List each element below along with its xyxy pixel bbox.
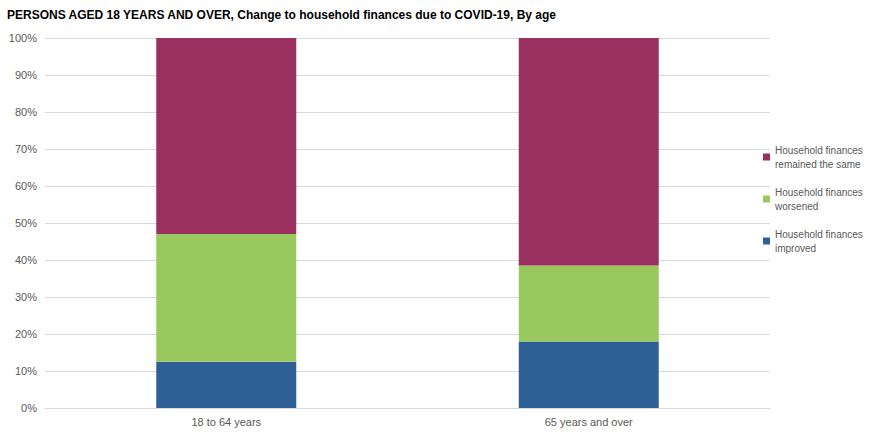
svg-text:60%: 60% bbox=[15, 180, 37, 192]
svg-text:100%: 100% bbox=[9, 32, 37, 44]
svg-text:30%: 30% bbox=[15, 291, 37, 303]
svg-text:0%: 0% bbox=[21, 402, 37, 414]
svg-text:20%: 20% bbox=[15, 328, 37, 340]
svg-text:65 years and over: 65 years and over bbox=[545, 416, 633, 428]
svg-text:Household finances: Household finances bbox=[775, 145, 866, 156]
svg-text:40%: 40% bbox=[15, 254, 37, 266]
svg-text:Household finances: Household finances bbox=[775, 187, 866, 198]
svg-text:70%: 70% bbox=[15, 143, 37, 155]
svg-text:Household finances: Household finances bbox=[775, 229, 866, 240]
svg-text:improved: improved bbox=[775, 243, 816, 254]
svg-text:80%: 80% bbox=[15, 106, 37, 118]
svg-text:worsened: worsened bbox=[774, 201, 818, 212]
svg-text:18 to 64 years: 18 to 64 years bbox=[191, 416, 261, 428]
svg-text:50%: 50% bbox=[15, 217, 37, 229]
svg-text:90%: 90% bbox=[15, 69, 37, 81]
svg-text:PERSONS AGED 18 YEARS AND OVER: PERSONS AGED 18 YEARS AND OVER, Change t… bbox=[7, 8, 556, 22]
svg-text:remained the same: remained the same bbox=[775, 159, 861, 170]
svg-text:10%: 10% bbox=[15, 365, 37, 377]
